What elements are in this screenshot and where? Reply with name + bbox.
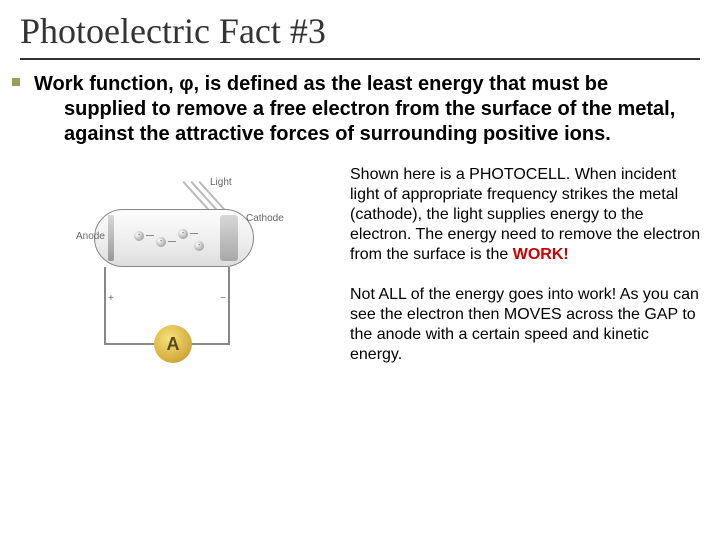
light-label: Light [210,177,232,188]
ammeter-icon: A [154,325,192,363]
electron-arrow [146,235,154,236]
definition-text: Work function, φ, is defined as the leas… [0,60,720,155]
work-emphasis: WORK! [513,246,569,263]
anode-label: Anode [76,231,105,242]
electron-arrow [190,233,198,234]
cathode-label: Cathode [246,213,284,224]
minus-label: − [220,293,226,304]
page-title: Photoelectric Fact #3 [20,10,700,58]
phi-symbol: φ [179,73,193,95]
plus-label: + [108,293,114,304]
electron-icon: - [178,229,188,239]
wire [228,267,230,343]
cathode-plate [220,215,238,261]
electron-icon: - [156,237,166,247]
definition-lead: Work function, [34,73,179,95]
anode-plate [108,215,114,261]
paragraph-1: Shown here is a PHOTOCELL. When incident… [350,165,704,265]
electron-icon: - [134,231,144,241]
title-region: Photoelectric Fact #3 [0,0,720,60]
paragraph-2: Not ALL of the energy goes into work! As… [350,285,704,365]
text-column: Shown here is a PHOTOCELL. When incident… [350,165,704,365]
diagram-column: Light Anode Cathode - - - - + − A [34,165,334,365]
wire [190,343,230,345]
electron-icon: - [194,241,204,251]
content-row: Light Anode Cathode - - - - + − A [0,155,720,365]
wire [104,267,106,343]
electron-arrow [168,241,176,242]
photocell-diagram: Light Anode Cathode - - - - + − A [34,175,314,365]
wire [104,343,156,345]
bullet-square [12,78,20,86]
